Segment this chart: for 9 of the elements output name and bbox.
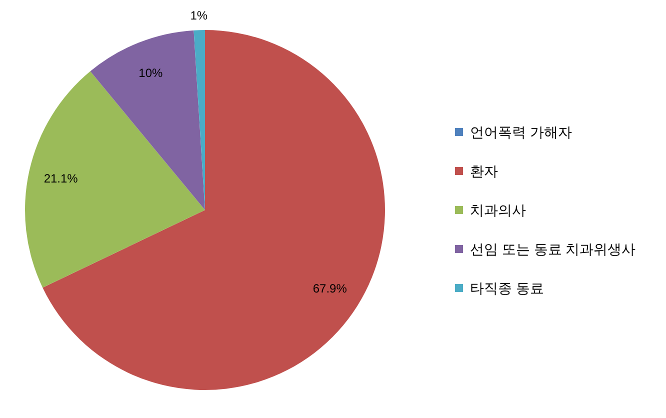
legend-label: 선임 또는 동료 치과위생사 xyxy=(470,241,636,257)
data-label: 67.9% xyxy=(312,282,348,296)
legend-label: 언어폭력 가해자 xyxy=(470,124,572,140)
legend-label: 환자 xyxy=(470,163,498,179)
data-label: 21.1% xyxy=(44,171,78,186)
legend-label: 타직종 동료 xyxy=(470,280,544,296)
legend-label: 치과의사 xyxy=(470,202,526,218)
data-label: 10% xyxy=(138,66,163,80)
data-label: 1% xyxy=(190,8,208,23)
